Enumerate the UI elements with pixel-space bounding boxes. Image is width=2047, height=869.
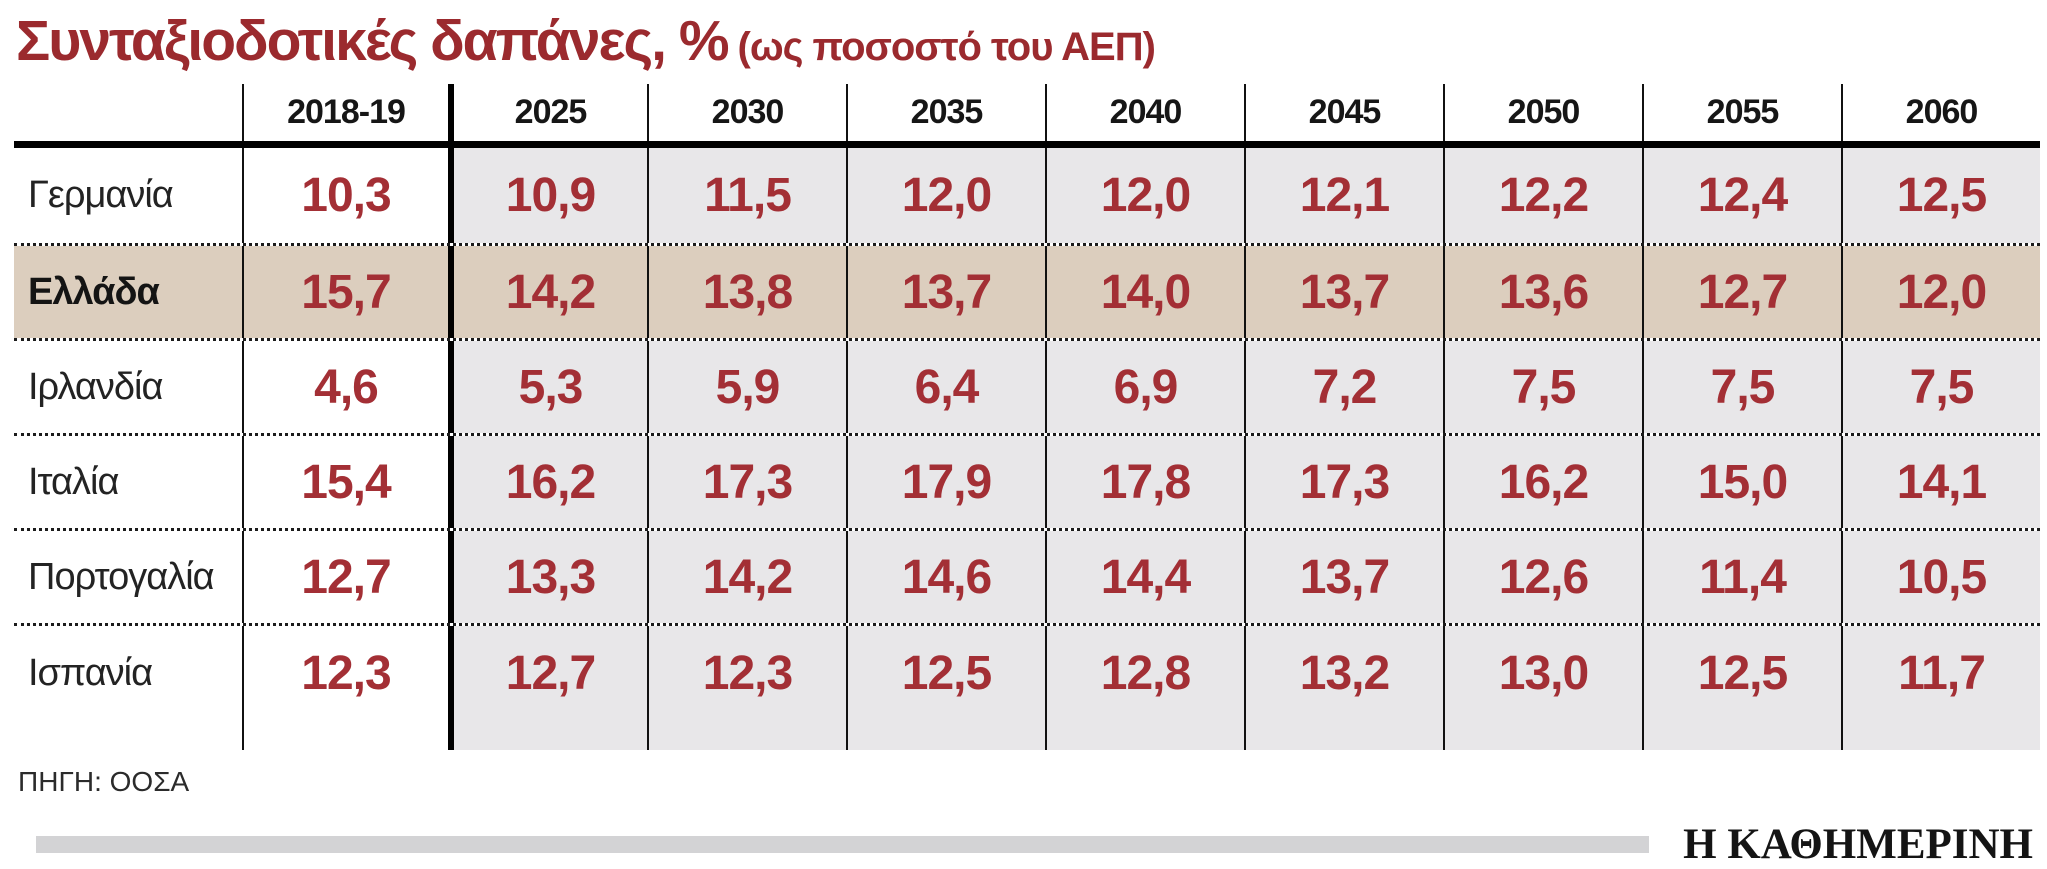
value-cell: 12,7 bbox=[448, 626, 647, 750]
value-cell: 13,7 bbox=[846, 246, 1045, 338]
value-cell: 14,4 bbox=[1045, 531, 1244, 623]
value-cell: 5,9 bbox=[647, 341, 846, 433]
value-cell: 12,6 bbox=[1443, 531, 1642, 623]
value-cell: 13,6 bbox=[1443, 246, 1642, 338]
country-label: Γερμανία bbox=[14, 148, 242, 243]
value-cell: 15,0 bbox=[1642, 436, 1841, 528]
column-header-2055: 2055 bbox=[1642, 84, 1841, 141]
column-header-2025: 2025 bbox=[448, 84, 647, 141]
value-cell: 12,2 bbox=[1443, 148, 1642, 243]
value-cell: 12,7 bbox=[242, 531, 448, 623]
value-cell: 12,7 bbox=[1642, 246, 1841, 338]
table-row: Ιρλανδία 4,6 5,3 5,9 6,4 6,9 7,2 7,5 7,5 7,5 bbox=[14, 338, 2040, 433]
value-cell: 14,1 bbox=[1841, 436, 2040, 528]
value-cell: 17,9 bbox=[846, 436, 1045, 528]
value-cell: 17,3 bbox=[1244, 436, 1443, 528]
value-cell: 16,2 bbox=[1443, 436, 1642, 528]
value-cell: 11,4 bbox=[1642, 531, 1841, 623]
value-cell: 15,4 bbox=[242, 436, 448, 528]
value-cell: 11,7 bbox=[1841, 626, 2040, 750]
table-row: Ιταλία 15,4 16,2 17,3 17,9 17,8 17,3 16,2 15,0 14… bbox=[14, 433, 2040, 528]
column-header-2045: 2045 bbox=[1244, 84, 1443, 141]
value-cell: 12,5 bbox=[846, 626, 1045, 750]
table-row: Πορτογαλία 12,7 13,3 14,2 14,6 14,4 13,7 12,6 11… bbox=[14, 528, 2040, 623]
value-cell: 12,5 bbox=[1841, 148, 2040, 243]
value-cell: 15,7 bbox=[242, 246, 448, 338]
footer: Η ΚΑΘΗΜΕΡΙΝΗ bbox=[36, 820, 2039, 869]
country-label: Ιταλία bbox=[14, 436, 242, 528]
country-label: Ισπανία bbox=[14, 626, 242, 750]
value-cell: 10,3 bbox=[242, 148, 448, 243]
value-cell: 10,5 bbox=[1841, 531, 2040, 623]
value-cell: 7,5 bbox=[1841, 341, 2040, 433]
column-header-2018-19: 2018-19 bbox=[242, 84, 448, 141]
source-row: ΠΗΓΗ: ΟΟΣΑ bbox=[14, 750, 2043, 808]
value-cell: 13,7 bbox=[1244, 246, 1443, 338]
value-cell: 16,2 bbox=[448, 436, 647, 528]
footer-divider-bar bbox=[36, 836, 1650, 853]
value-cell: 13,7 bbox=[1244, 531, 1443, 623]
value-cell: 10,9 bbox=[448, 148, 647, 243]
value-cell: 14,6 bbox=[846, 531, 1045, 623]
value-cell: 14,2 bbox=[647, 531, 846, 623]
value-cell: 14,0 bbox=[1045, 246, 1244, 338]
value-cell: 12,5 bbox=[1642, 626, 1841, 750]
value-cell: 13,3 bbox=[448, 531, 647, 623]
row-label-column-header bbox=[14, 84, 242, 141]
newspaper-logo: Η ΚΑΘΗΜΕΡΙΝΗ bbox=[1683, 821, 2033, 868]
value-cell: 11,5 bbox=[647, 148, 846, 243]
value-cell: 7,5 bbox=[1642, 341, 1841, 433]
table-body: Γερμανία 10,3 10,9 11,5 12,0 12,0 12,1 12,2 12,4… bbox=[14, 148, 2040, 750]
value-cell: 6,9 bbox=[1045, 341, 1244, 433]
value-cell: 12,0 bbox=[1045, 148, 1244, 243]
column-header-2035: 2035 bbox=[846, 84, 1045, 141]
value-cell: 12,8 bbox=[1045, 626, 1244, 750]
value-cell: 12,3 bbox=[242, 626, 448, 750]
value-cell: 12,0 bbox=[1841, 246, 2040, 338]
value-cell: 12,1 bbox=[1244, 148, 1443, 243]
value-cell: 4,6 bbox=[242, 341, 448, 433]
value-cell: 12,0 bbox=[846, 148, 1045, 243]
figure-title: Συνταξιοδοτικές δαπάνες, % (ως ποσοστό το… bbox=[14, 6, 2043, 84]
value-cell: 12,3 bbox=[647, 626, 846, 750]
table-row: Ισπανία 12,3 12,7 12,3 12,5 12,8 13,2 13,0 12,5 1… bbox=[14, 623, 2040, 750]
source-note: ΠΗΓΗ: ΟΟΣΑ bbox=[18, 766, 190, 797]
value-cell: 17,3 bbox=[647, 436, 846, 528]
value-cell: 13,8 bbox=[647, 246, 846, 338]
value-cell: 7,2 bbox=[1244, 341, 1443, 433]
value-cell: 13,2 bbox=[1244, 626, 1443, 750]
table-row: Ελλάδα 15,7 14,2 13,8 13,7 14,0 13,7 13,6 12,7 12… bbox=[14, 243, 2040, 338]
column-header-2050: 2050 bbox=[1443, 84, 1642, 141]
country-label: Ιρλανδία bbox=[14, 341, 242, 433]
value-cell: 12,4 bbox=[1642, 148, 1841, 243]
column-header-2030: 2030 bbox=[647, 84, 846, 141]
figure-title-sub: (ως ποσοστό του ΑΕΠ) bbox=[737, 25, 1156, 69]
value-cell: 17,8 bbox=[1045, 436, 1244, 528]
value-cell: 5,3 bbox=[448, 341, 647, 433]
column-header-2040: 2040 bbox=[1045, 84, 1244, 141]
table-row: Γερμανία 10,3 10,9 11,5 12,0 12,0 12,1 12,2 12,4… bbox=[14, 148, 2040, 243]
table-header-row: 2018-19 2025 2030 2035 2040 2045 2050 20… bbox=[14, 84, 2040, 148]
column-header-2060: 2060 bbox=[1841, 84, 2040, 141]
value-cell: 14,2 bbox=[448, 246, 647, 338]
value-cell: 13,0 bbox=[1443, 626, 1642, 750]
value-cell: 7,5 bbox=[1443, 341, 1642, 433]
country-label: Ελλάδα bbox=[14, 246, 242, 338]
figure-title-main: Συνταξιοδοτικές δαπάνες, % bbox=[16, 9, 730, 73]
pension-expenditure-figure: Συνταξιοδοτικές δαπάνες, % (ως ποσοστό το… bbox=[14, 6, 2043, 868]
value-cell: 6,4 bbox=[846, 341, 1045, 433]
country-label: Πορτογαλία bbox=[14, 531, 242, 623]
data-table: 2018-19 2025 2030 2035 2040 2045 2050 20… bbox=[14, 84, 2040, 750]
